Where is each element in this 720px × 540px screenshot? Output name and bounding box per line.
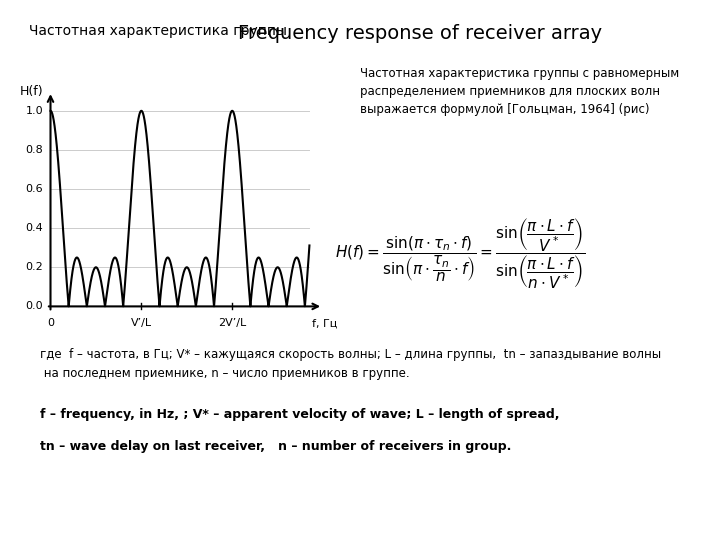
Text: 2V’/L: 2V’/L [218, 318, 246, 328]
Text: Частотная характеристика группы: Частотная характеристика группы [29, 24, 287, 38]
Text: Частотная характеристика группы с равномерным
распределением приемников для плос: Частотная характеристика группы с равном… [360, 68, 679, 117]
Text: 0.6: 0.6 [26, 184, 43, 194]
Text: 0: 0 [47, 318, 54, 328]
Text: 0.0: 0.0 [26, 301, 43, 312]
Text: f, Гц: f, Гц [312, 318, 338, 328]
Text: 0.2: 0.2 [25, 262, 43, 272]
Text: tn – wave delay on last receiver,   n – number of receivers in group.: tn – wave delay on last receiver, n – nu… [40, 440, 511, 453]
Text: $\mathit{H}(\mathit{f}) = \dfrac{\sin(\pi \cdot \tau_n \cdot \mathit{f})}{\sin\!: $\mathit{H}(\mathit{f}) = \dfrac{\sin(\p… [335, 216, 585, 291]
Text: 0.4: 0.4 [25, 223, 43, 233]
Text: где  f – частота, в Гц; V* – кажущаяся скорость волны; L – длина группы,  tn – з: где f – частота, в Гц; V* – кажущаяся ск… [40, 348, 661, 380]
Text: 1.0: 1.0 [26, 106, 43, 116]
Text: 0.8: 0.8 [25, 145, 43, 155]
Text: Frequency response of receiver array: Frequency response of receiver array [238, 24, 602, 43]
Text: V’/L: V’/L [131, 318, 152, 328]
Text: H(f): H(f) [19, 85, 43, 98]
Text: f – frequency, in Hz, ; V* – apparent velocity of wave; L – length of spread,: f – frequency, in Hz, ; V* – apparent ve… [40, 408, 559, 421]
